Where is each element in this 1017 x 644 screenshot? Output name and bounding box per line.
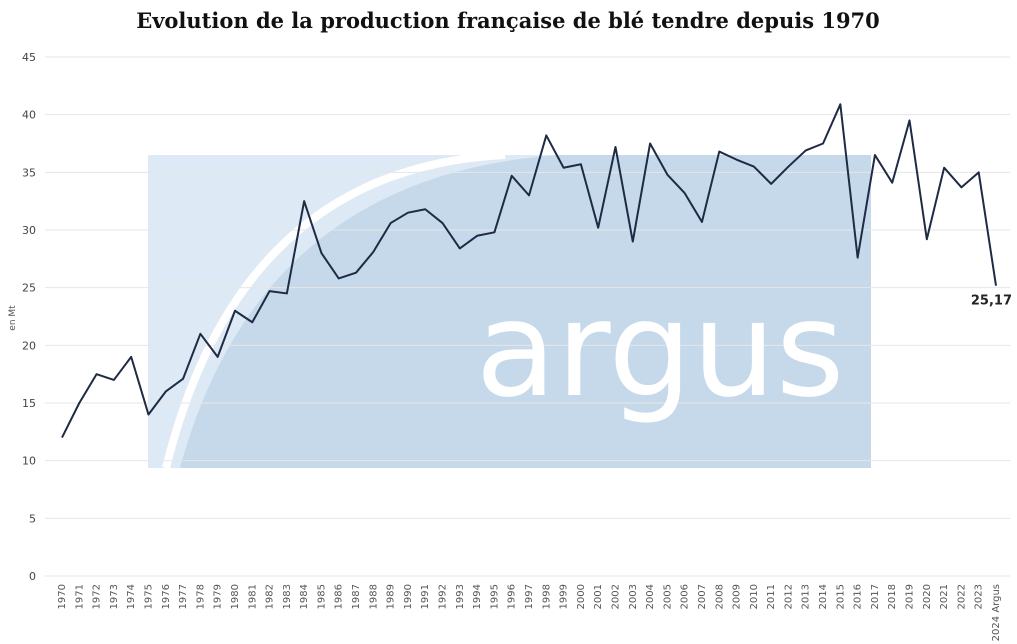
x-tick-label: 2010 — [749, 584, 760, 609]
x-tick-label: 1991 — [420, 584, 431, 609]
x-tick-label: 2018 — [887, 584, 898, 609]
x-tick-label: 1979 — [213, 584, 224, 609]
x-tick-label: 1994 — [472, 584, 483, 609]
y-tick-label: 20 — [22, 339, 36, 352]
x-tick-label: 2022 — [956, 584, 967, 609]
x-tick-label: 2001 — [593, 584, 604, 609]
x-tick-label: 2000 — [576, 584, 587, 609]
x-tick-label: 1996 — [507, 584, 518, 609]
x-tick-label: 2017 — [870, 584, 881, 609]
x-tick-label: 1981 — [247, 584, 258, 609]
x-tick-label: 1984 — [299, 584, 310, 609]
x-tick-label: 2024 Argus — [991, 584, 1002, 641]
x-tick-label: 1972 — [92, 584, 103, 609]
y-tick-label: 35 — [22, 166, 36, 179]
x-tick-label: 1986 — [334, 584, 345, 609]
x-tick-label: 1982 — [265, 584, 276, 609]
y-tick-label: 45 — [22, 51, 36, 64]
watermark: argus — [475, 273, 844, 427]
x-tick-label: 2004 — [645, 584, 656, 609]
y-tick-label: 30 — [22, 224, 36, 237]
y-tick-label: 5 — [29, 512, 36, 525]
x-tick-label: 1977 — [178, 584, 189, 609]
x-tick-label: 1988 — [368, 584, 379, 609]
x-tick-label: 1978 — [195, 584, 206, 609]
chart-title: Evolution de la production française de … — [136, 8, 880, 33]
x-tick-label: 1992 — [438, 584, 449, 609]
x-tick-label: 1976 — [161, 584, 172, 609]
x-tick-label: 2002 — [610, 584, 621, 609]
y-axis-label: en Mt — [8, 305, 18, 331]
x-tick-label: 1997 — [524, 584, 535, 609]
y-tick-label: 0 — [29, 570, 36, 583]
x-tick-label: 1993 — [455, 584, 466, 609]
x-tick-label: 2021 — [939, 584, 950, 609]
x-tick-label: 1975 — [143, 584, 154, 609]
x-tick-label: 1989 — [386, 584, 397, 609]
x-tick-label: 1987 — [351, 584, 362, 609]
x-tick-label: 2012 — [783, 584, 794, 609]
x-tick-label: 2009 — [732, 584, 743, 609]
x-tick-label: 1995 — [489, 584, 500, 609]
x-tick-label: 2014 — [818, 584, 829, 609]
x-tick-label: 1983 — [282, 584, 293, 609]
x-tick-label: 2016 — [853, 584, 864, 609]
x-tick-label: 2020 — [922, 584, 933, 609]
x-tick-label: 1985 — [316, 584, 327, 609]
x-tick-label: 2003 — [628, 584, 639, 609]
data-label: 25,17 — [971, 294, 1012, 309]
x-tick-label: 2006 — [680, 584, 691, 609]
y-tick-label: 25 — [22, 282, 36, 295]
x-tick-label: 2019 — [905, 584, 916, 609]
x-tick-label: 1980 — [230, 584, 241, 609]
x-tick-label: 1998 — [541, 584, 552, 609]
x-tick-label: 2013 — [801, 584, 812, 609]
x-tick-label: 2007 — [697, 584, 708, 609]
x-tick-label: 2011 — [766, 584, 777, 609]
x-tick-label: 1970 — [57, 584, 68, 609]
x-tick-label: 1990 — [403, 584, 414, 609]
x-tick-label: 1971 — [74, 584, 85, 609]
chart: argus Evolution de la production françai… — [0, 0, 1017, 644]
x-tick-label: 2005 — [662, 584, 673, 609]
y-tick-label: 10 — [22, 455, 36, 468]
x-tick-label: 2008 — [714, 584, 725, 609]
y-tick-label: 40 — [22, 109, 36, 122]
x-tick-label: 2023 — [974, 584, 985, 609]
x-tick-label: 1974 — [126, 584, 137, 609]
x-tick-label: 2015 — [835, 584, 846, 609]
x-tick-label: 1973 — [109, 584, 120, 609]
x-tick-label: 1999 — [559, 584, 570, 609]
y-tick-label: 15 — [22, 397, 36, 410]
